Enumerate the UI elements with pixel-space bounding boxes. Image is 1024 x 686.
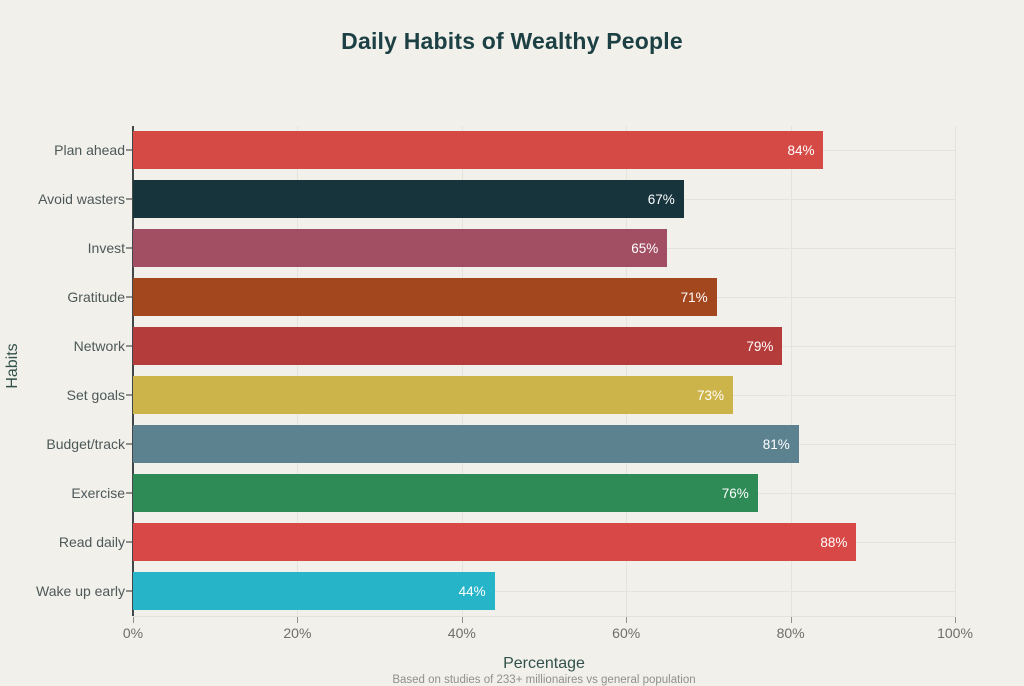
category-label: Wake up early xyxy=(36,583,125,599)
bar-row: 44% xyxy=(133,567,955,616)
y-tick-mark xyxy=(126,247,132,249)
gridline-vertical xyxy=(955,126,956,616)
category-label: Gratitude xyxy=(67,289,125,305)
x-tick-mark xyxy=(133,617,134,623)
bar-row: 88% xyxy=(133,518,955,567)
x-tick-label: 40% xyxy=(447,625,476,641)
bar-value-label: 81% xyxy=(762,436,790,452)
bar-row: 81% xyxy=(133,420,955,469)
bar-value-label: 88% xyxy=(820,534,848,550)
category-label: Budget/track xyxy=(46,436,125,452)
gridline-vertical xyxy=(626,126,628,616)
y-tick-mark xyxy=(126,443,132,445)
x-tick-mark xyxy=(297,617,299,623)
bar-value-label: 44% xyxy=(458,583,486,599)
bar-row: 79% xyxy=(133,322,955,371)
chart-title: Daily Habits of Wealthy People xyxy=(341,28,683,54)
plot-area: 84% 67% 65% 71% 79% 73% 81% 76% 88% 44% xyxy=(126,126,956,617)
y-tick-mark xyxy=(126,198,132,200)
category-label: Avoid wasters xyxy=(38,191,125,207)
x-tick-label: 60% xyxy=(612,625,641,641)
category-labels-column: Plan ahead Avoid wasters Invest Gratitude Ne… xyxy=(0,126,125,616)
bar-row: 71% xyxy=(133,273,955,322)
y-tick-mark xyxy=(126,149,132,151)
category-label: Set goals xyxy=(66,387,125,403)
bar-value-label: 67% xyxy=(647,191,675,207)
y-axis-line xyxy=(132,126,134,616)
x-tick-label: 100% xyxy=(937,625,973,641)
gridline-vertical xyxy=(461,126,463,616)
bar: 81% xyxy=(133,425,799,463)
x-tick-mark xyxy=(955,617,956,623)
bar-value-label: 76% xyxy=(721,485,749,501)
x-axis-line xyxy=(133,616,955,617)
bar-value-label: 71% xyxy=(680,289,708,305)
x-tick-label: 80% xyxy=(776,625,805,641)
bar-row: 76% xyxy=(133,469,955,518)
x-tick-label: 0% xyxy=(122,625,144,641)
bar: 44% xyxy=(133,572,495,610)
bar: 71% xyxy=(133,278,717,316)
bar: 84% xyxy=(133,131,824,169)
x-tick-mark xyxy=(626,617,628,623)
x-axis-title: Percentage xyxy=(503,655,585,672)
bar-row: 84% xyxy=(133,126,955,175)
bar: 65% xyxy=(133,229,668,267)
bar-row: 73% xyxy=(133,371,955,420)
y-tick-mark xyxy=(126,345,132,347)
bar-value-label: 84% xyxy=(787,142,815,158)
bar-value-label: 65% xyxy=(631,240,659,256)
category-label: Read daily xyxy=(58,534,125,550)
x-tick-mark xyxy=(790,617,792,623)
category-label: Plan ahead xyxy=(54,142,125,158)
bar: 79% xyxy=(133,327,783,365)
bar: 73% xyxy=(133,376,734,414)
category-label: Network xyxy=(73,338,125,354)
x-tick-mark xyxy=(461,617,463,623)
y-tick-mark xyxy=(126,492,132,494)
bar-row: 65% xyxy=(133,224,955,273)
category-label: Exercise xyxy=(71,485,125,501)
gridline-vertical xyxy=(297,126,299,616)
y-tick-mark xyxy=(126,590,132,592)
y-tick-mark xyxy=(126,541,132,543)
bar: 88% xyxy=(133,523,857,561)
category-label: Invest xyxy=(87,240,125,256)
bar-row: 67% xyxy=(133,175,955,224)
bar-value-label: 73% xyxy=(697,387,725,403)
chart-footnote: Based on studies of 233+ millionaires vs… xyxy=(392,674,696,686)
x-axis-ticks: 0% 20% 40% 60% 80% 100% xyxy=(123,616,973,642)
bar: 67% xyxy=(133,180,684,218)
bar: 76% xyxy=(133,474,758,512)
x-tick-label: 20% xyxy=(283,625,312,641)
gridline-vertical xyxy=(790,126,792,616)
y-tick-mark xyxy=(126,296,132,298)
y-tick-mark xyxy=(126,394,132,396)
gridline-horizontal xyxy=(133,591,955,592)
bar-value-label: 79% xyxy=(746,338,774,354)
